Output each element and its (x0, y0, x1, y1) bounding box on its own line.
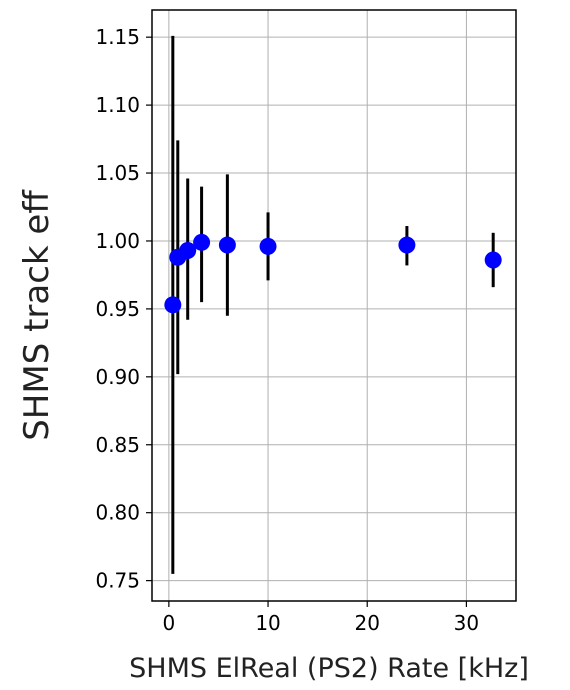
data-point (164, 296, 182, 314)
y-tick-label: 1.15 (95, 25, 140, 49)
x-tick-label: 20 (354, 611, 379, 635)
y-tick-label: 0.75 (95, 569, 140, 593)
y-tick-label: 0.80 (95, 501, 140, 525)
error-bars (171, 35, 495, 574)
data-point (398, 236, 416, 254)
data-point (179, 241, 197, 259)
data-points (164, 233, 502, 314)
data-point (259, 237, 277, 255)
x-tick-label: 10 (255, 611, 280, 635)
data-point (484, 251, 502, 269)
ticks: 0 10 20 30 0.75 0.80 0.85 0.90 0.95 1.00 1.05 1.10 1… (95, 25, 479, 635)
data-point (218, 236, 236, 254)
x-tick-label: 0 (162, 611, 175, 635)
grid (152, 10, 516, 601)
x-tick-label: 30 (454, 611, 479, 635)
x-axis-label: SHMS ElReal (PS2) Rate [kHz] (129, 653, 529, 684)
data-point (193, 233, 211, 251)
y-tick-label: 0.90 (95, 365, 140, 389)
y-tick-label: 1.10 (95, 93, 140, 117)
y-tick-label: 1.05 (95, 161, 140, 185)
y-tick-label: 1.00 (95, 229, 140, 253)
y-tick-label: 0.85 (95, 433, 140, 457)
plot-frame (151, 9, 517, 602)
y-axis-label: SHMS track eff (17, 189, 57, 441)
y-tick-label: 0.95 (95, 297, 140, 321)
